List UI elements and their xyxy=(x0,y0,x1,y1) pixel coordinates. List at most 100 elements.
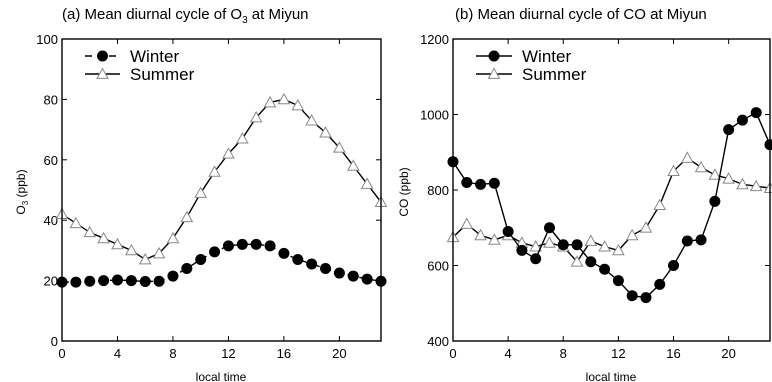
o3-summer-point xyxy=(111,237,124,250)
co-legend-summer-label: Summer xyxy=(522,65,587,84)
co-winter-point xyxy=(585,256,597,268)
o3-summer-point xyxy=(138,252,152,265)
o3-winter-point xyxy=(306,258,318,270)
panel-o3: (a) Mean diurnal cycle of O3 at Miyun O3… xyxy=(14,6,388,382)
co-winter-point xyxy=(571,239,583,251)
o3-winter-point xyxy=(264,240,276,252)
y-tick-label: 400 xyxy=(427,334,449,349)
co-summer-point xyxy=(722,172,736,184)
o3-summer-point xyxy=(319,126,332,138)
o3-summer-point xyxy=(222,147,235,159)
y-tick-label: 800 xyxy=(427,183,449,198)
co-summer-point xyxy=(598,240,611,252)
o3-winter-point xyxy=(125,275,137,287)
x-tick-label: 20 xyxy=(721,346,735,361)
co-winter-point xyxy=(750,107,762,119)
x-tick-label: 16 xyxy=(666,346,680,361)
title-subscript: 3 xyxy=(242,15,248,26)
co-winter-point xyxy=(612,275,624,287)
co-summer-point xyxy=(694,160,708,173)
co-summer-point xyxy=(460,217,474,229)
co-winter-point xyxy=(668,260,680,271)
o3-summer-series xyxy=(55,92,388,265)
o3-legend-winter-label: Winter xyxy=(130,47,179,66)
co-winter-point xyxy=(543,222,555,234)
y-tick-label: 1200 xyxy=(420,32,449,47)
co-summer-point xyxy=(529,240,543,252)
o3-summer-point xyxy=(97,231,110,244)
co-winter-point xyxy=(723,124,735,136)
o3-summer-point xyxy=(263,95,277,108)
o3-winter-point xyxy=(111,274,123,286)
o3-winter-point xyxy=(70,276,82,288)
series-layer-o3 xyxy=(55,92,388,288)
ylabel-subscript: 3 xyxy=(21,200,30,205)
o3-summer-point xyxy=(180,210,194,223)
y-tick-label: 1000 xyxy=(420,108,449,123)
y-tick-label: 0 xyxy=(51,334,58,349)
co-winter-point xyxy=(681,235,693,247)
co-summer-point xyxy=(708,168,722,180)
o3-summer-point xyxy=(152,246,166,259)
x-tick-label: 0 xyxy=(449,346,456,361)
co-summer-point xyxy=(474,228,487,241)
co-summer-line xyxy=(452,157,771,263)
x-tick-label: 20 xyxy=(332,346,346,361)
o3-winter-point xyxy=(209,246,221,258)
chart-title-co: (b) Mean diurnal cycle of CO at Miyun xyxy=(455,6,707,23)
co-winter-series xyxy=(447,107,772,304)
co-winter-line xyxy=(452,111,771,299)
o3-winter-point xyxy=(195,253,207,265)
o3-summer-point xyxy=(208,165,221,177)
x-tick-label: 4 xyxy=(505,346,512,361)
x-tick-label: 4 xyxy=(114,346,121,361)
co-legend-winter-label: Winter xyxy=(522,47,571,66)
o3-winter-point xyxy=(167,270,179,282)
co-legend-winter-point xyxy=(488,50,500,62)
o3-summer-point xyxy=(194,186,208,198)
co-winter-point xyxy=(488,177,500,189)
o3-winter-point xyxy=(361,273,373,285)
y-axis-label-co: CO (ppb) xyxy=(397,167,411,216)
co-winter-point xyxy=(640,292,652,304)
o3-summer-point xyxy=(277,92,291,105)
co-winter-point xyxy=(475,178,487,190)
co-winter-point xyxy=(516,244,528,256)
series-layer-co xyxy=(446,107,772,304)
panel-co: (b) Mean diurnal cycle of CO at Miyun CO… xyxy=(397,6,772,382)
co-winter-point xyxy=(626,290,638,302)
ticks-co: 0 4 8 12 16 20 400 600 800 1000 1200 xyxy=(420,32,770,361)
x-tick-label: 16 xyxy=(277,346,291,361)
o3-legend-winter-point xyxy=(97,50,108,62)
o3-winter-point xyxy=(278,247,290,259)
y-tick-label: 60 xyxy=(44,153,58,168)
co-summer-point xyxy=(625,228,639,241)
co-summer-point xyxy=(543,236,556,248)
co-winter-point xyxy=(695,234,707,246)
o3-summer-point xyxy=(346,159,360,171)
x-tick-label: 12 xyxy=(611,346,625,361)
o3-winter-point xyxy=(84,275,96,287)
o3-winter-point xyxy=(222,240,234,252)
o3-winter-point xyxy=(347,270,359,282)
co-winter-point xyxy=(557,239,569,251)
o3-summer-point xyxy=(166,231,180,244)
co-summer-point xyxy=(653,198,667,210)
o3-winter-point xyxy=(139,276,151,288)
co-summer-point xyxy=(736,177,749,190)
o3-summer-line xyxy=(61,98,382,261)
o3-winter-line xyxy=(62,243,382,283)
o3-winter-point xyxy=(250,238,262,250)
y-tick-label: 40 xyxy=(44,213,58,228)
o3-winter-point xyxy=(320,263,332,275)
plot-frame-co xyxy=(452,38,771,342)
o3-winter-point xyxy=(181,263,193,275)
o3-winter-point xyxy=(98,275,110,287)
o3-winter-point xyxy=(292,253,304,265)
o3-legend-summer-point xyxy=(96,67,109,79)
co-winter-point xyxy=(764,139,772,151)
co-summer-point xyxy=(639,221,653,233)
co-winter-point xyxy=(502,226,514,238)
